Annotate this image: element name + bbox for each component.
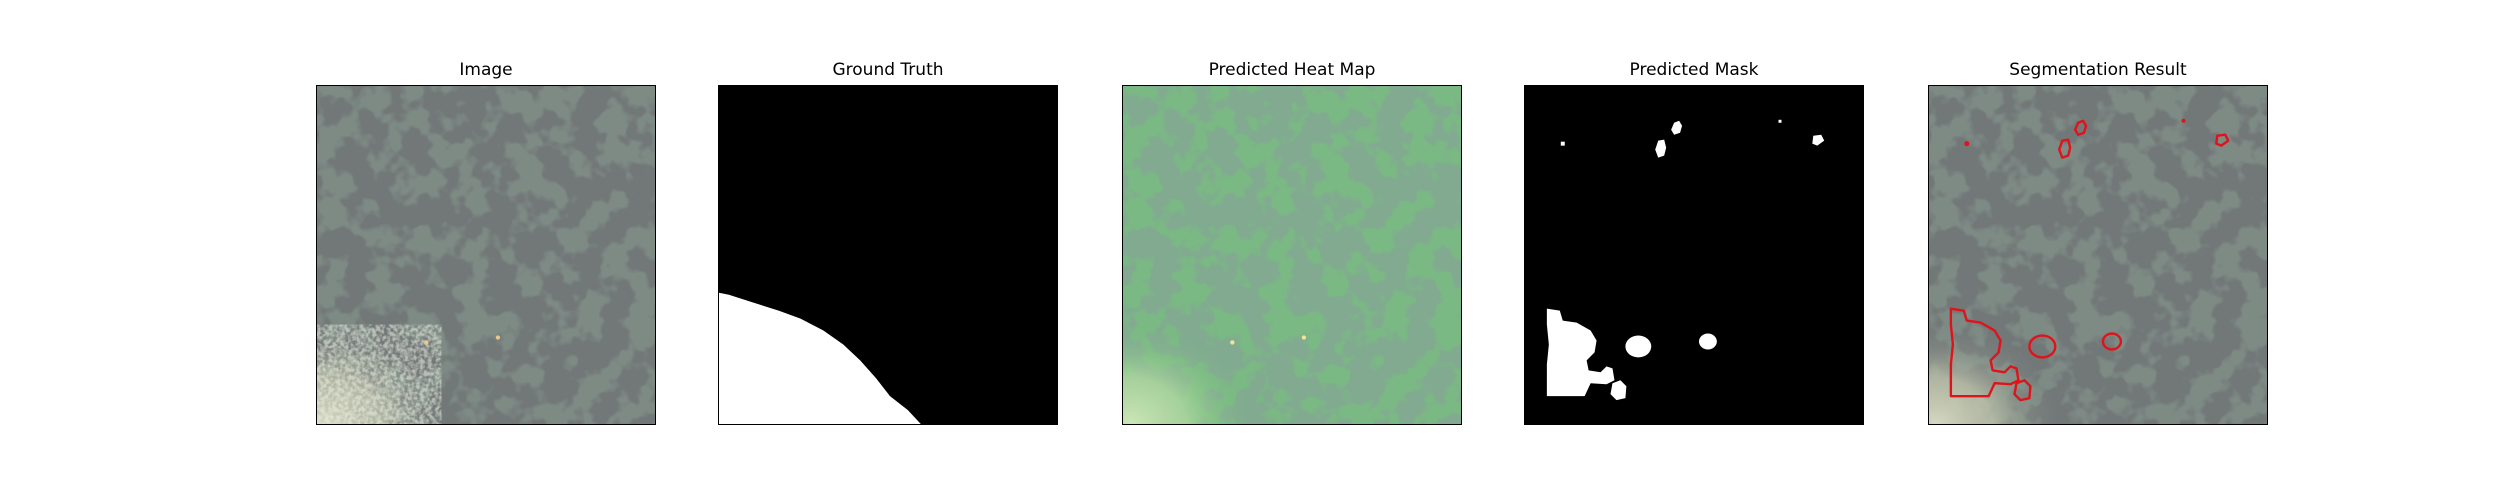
panel-title-predicted-mask: Predicted Mask — [1629, 60, 1759, 80]
panel-title-ground-truth: Ground Truth — [832, 60, 944, 80]
terrain-image — [317, 86, 655, 424]
segmentation-result-image — [1929, 86, 2267, 424]
panel-title-heat-map: Predicted Heat Map — [1208, 60, 1376, 80]
predicted-mask-frame — [1524, 85, 1864, 425]
panel-ground-truth: Ground Truth — [718, 0, 1058, 500]
image-frame — [316, 85, 656, 425]
panel-heat-map: Predicted Heat Map — [1122, 0, 1462, 500]
heat-map-frame — [1122, 85, 1462, 425]
segmentation-result-frame — [1928, 85, 2268, 425]
panel-title-segmentation-result: Segmentation Result — [2009, 60, 2187, 80]
panel-title-image: Image — [459, 60, 513, 80]
ground-truth-frame — [718, 85, 1058, 425]
panel-segmentation-result: Segmentation Result — [1928, 0, 2268, 500]
panel-image: Image — [316, 0, 656, 500]
panel-predicted-mask: Predicted Mask — [1524, 0, 1864, 500]
ground-truth-mask — [719, 86, 1057, 424]
predicted-mask-image — [1525, 86, 1863, 424]
heat-map-image — [1123, 86, 1461, 424]
